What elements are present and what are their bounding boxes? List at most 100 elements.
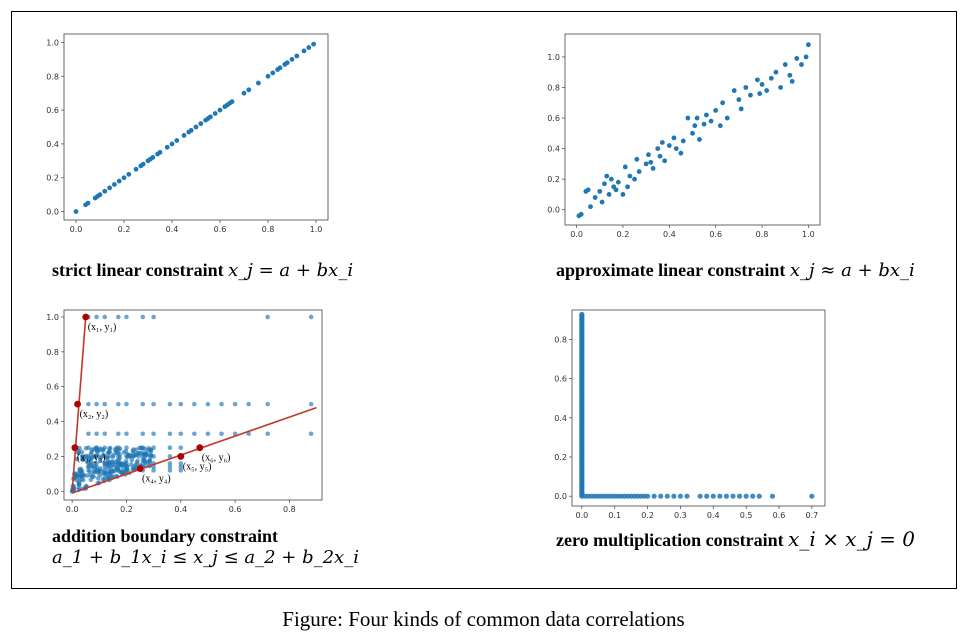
data-point (294, 53, 300, 59)
data-point (89, 447, 95, 452)
x-tick-label: 0.8 (756, 230, 769, 239)
data-point (107, 469, 113, 475)
data-point (174, 138, 180, 143)
data-point (94, 445, 99, 451)
data-point (769, 493, 776, 499)
data-point (219, 401, 224, 407)
data-point (756, 493, 762, 499)
plot-frame (63, 309, 323, 501)
data-point (102, 445, 108, 451)
caption-approximate-linear-text: approximate linear constraint (556, 260, 786, 280)
data-point (131, 464, 137, 469)
x-tick-label: 0.6 (773, 511, 786, 520)
data-point (615, 179, 621, 185)
data-point (757, 91, 763, 96)
data-point (680, 138, 686, 144)
chart-zero-multiplication: 0.0 0.1 0.2 0.3 0.4 0.5 0.6 0.7 0.0 0.2 0.4 0.6 0.8 (554, 309, 826, 520)
data-point (743, 85, 749, 90)
x-tick-label: 0.0 (575, 511, 588, 520)
data-point (646, 152, 651, 158)
y-tick-label: 0.8 (46, 348, 59, 357)
chart-approximate-linear: 0.0 0.2 0.4 0.6 0.8 1.0 0.0 0.2 0.4 0.6 0.8 1.0 (547, 33, 821, 239)
data-point (620, 192, 626, 197)
data-point (246, 87, 252, 93)
key-point (196, 444, 204, 452)
data-point (107, 185, 112, 191)
data-point (80, 473, 86, 479)
data-point (306, 45, 312, 50)
plot-frame (564, 33, 821, 226)
data-point (671, 493, 677, 499)
data-point (710, 493, 716, 499)
data-point (708, 118, 714, 124)
data-point (97, 455, 103, 461)
data-point (74, 456, 80, 462)
data-point (120, 466, 126, 471)
data-point (116, 454, 121, 459)
data-point (167, 454, 173, 459)
x-tick-label: 0.6 (214, 225, 227, 234)
x-tick-label: 1.0 (802, 230, 815, 239)
data-point (246, 401, 251, 407)
data-point (277, 65, 283, 71)
data-point (755, 77, 760, 83)
x-tick-label: 0.6 (709, 230, 722, 239)
data-point (602, 181, 607, 187)
data-point (799, 62, 804, 67)
data-point (599, 199, 605, 205)
data-point (684, 493, 690, 499)
key-point-label: (x₂, y₂) (80, 409, 109, 420)
data-point (94, 431, 99, 437)
data-point (86, 464, 91, 470)
data-point (124, 314, 129, 320)
data-point (782, 62, 788, 67)
data-point (124, 461, 129, 466)
data-point (673, 146, 679, 151)
data-point (256, 80, 261, 86)
data-point (265, 73, 271, 79)
data-point (80, 457, 86, 463)
data-point (651, 493, 657, 499)
data-point (107, 445, 113, 451)
plot-frame (63, 33, 329, 221)
data-point (102, 461, 108, 466)
y-tick-label: 0.6 (547, 114, 560, 123)
data-point (764, 88, 770, 93)
data-point (265, 431, 270, 437)
key-point-label: (x₅, y₅) (183, 461, 212, 472)
x-tick-label: 0.4 (174, 505, 187, 514)
caption-strict-linear: strict linear constraint x_j = a + bx_i (52, 260, 353, 281)
y-tick-label: 0.0 (554, 492, 567, 501)
data-point (694, 115, 700, 121)
data-point (116, 468, 121, 473)
data-point (743, 493, 749, 499)
data-point (311, 41, 316, 47)
data-point (773, 69, 779, 75)
data-point (167, 464, 173, 470)
data-point (134, 460, 140, 466)
data-point (592, 195, 598, 200)
caption-zero-multiplication-text: zero multiplication constraint (556, 530, 784, 550)
data-point (662, 158, 668, 164)
figure-caption: Figure: Four kinds of common data correl… (282, 607, 685, 631)
y-tick-label: 1.0 (547, 53, 560, 62)
data-point (625, 184, 630, 190)
data-point (102, 431, 108, 437)
data-point (107, 449, 112, 455)
data-point (86, 431, 91, 437)
data-point (140, 314, 146, 320)
data-point (241, 90, 247, 96)
data-point (265, 314, 270, 320)
data-point (659, 140, 665, 145)
data-point (119, 470, 125, 475)
y-tick-label: 0.2 (46, 452, 59, 461)
data-point (126, 171, 132, 177)
data-point (178, 445, 184, 451)
data-point (80, 477, 86, 483)
y-tick-label: 0.4 (547, 145, 560, 154)
y-tick-label: 0.6 (46, 383, 59, 392)
caption-addition-boundary: addition boundary constraint a_1 + b_1x_… (52, 526, 359, 568)
data-point (86, 454, 91, 459)
data-point (664, 493, 670, 499)
data-point (124, 464, 129, 470)
